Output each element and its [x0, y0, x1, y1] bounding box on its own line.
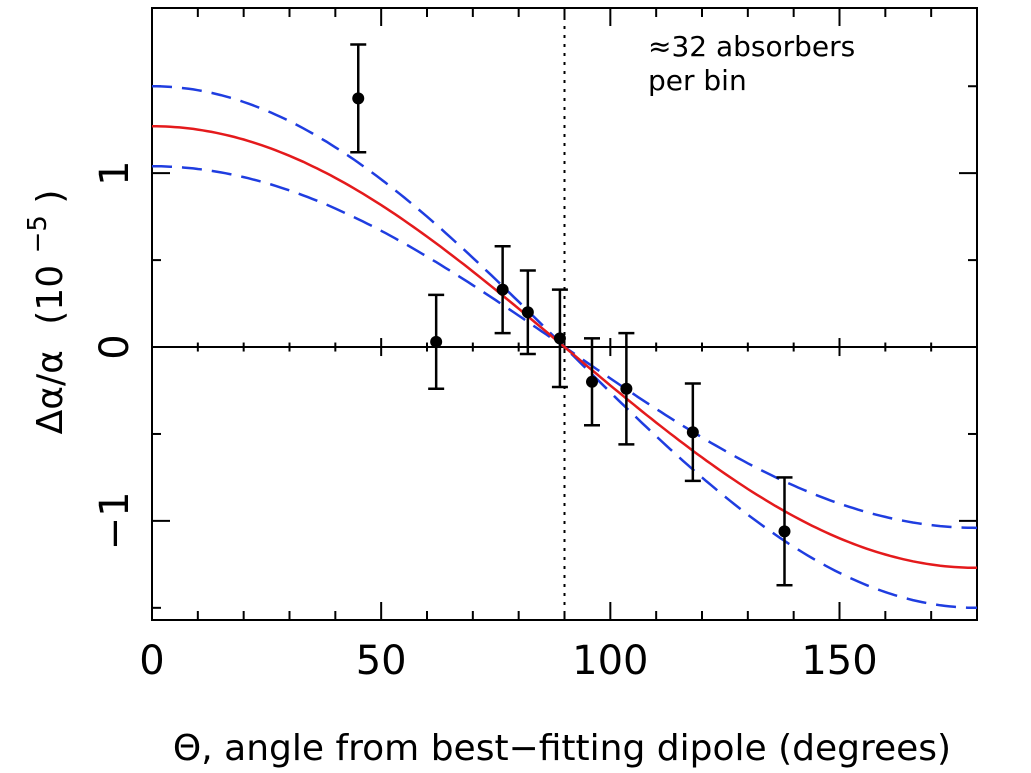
data-point — [553, 332, 566, 345]
data-point — [620, 382, 633, 395]
axes-layer: 0 50 100 150 −1 0 1 — [92, 7, 978, 684]
annotation-line-2: per bin — [648, 64, 747, 97]
x-tick-label: 0 — [139, 638, 164, 684]
data-point — [686, 426, 699, 439]
y-tick-label-group: −1 — [92, 491, 138, 550]
data-point — [352, 92, 365, 105]
data-point — [521, 306, 534, 319]
curves-layer — [151, 84, 978, 610]
y-tick-label-group: 1 — [92, 160, 138, 185]
data-point — [586, 375, 598, 388]
annotation-line-1: ≈32 absorbers — [648, 30, 855, 63]
y-axis-label-exponent: −5 — [23, 215, 53, 253]
text-layer: ≈32 absorbers per bin Θ, angle from best… — [14, 30, 951, 769]
y-tick-label: 0 — [92, 334, 138, 359]
x-tick-label: 50 — [356, 638, 407, 684]
data-point — [496, 283, 509, 296]
x-tick-label: 150 — [801, 638, 877, 684]
y-axis-label: Δα/α (10 −5 ) — [14, 190, 71, 435]
points-layer — [350, 43, 793, 587]
y-axis-label-unit: (10 — [30, 265, 71, 325]
y-axis-label-close: ) — [30, 190, 71, 204]
x-axis-label: Θ, angle from best−fitting dipole (degre… — [173, 728, 951, 769]
y-tick-label: 1 — [92, 160, 138, 185]
y-axis-label-main: Δα/α — [30, 350, 71, 434]
dipole-fit-curve — [151, 124, 977, 570]
data-point — [778, 525, 791, 538]
x-tick-label: 100 — [572, 638, 648, 684]
y-tick-label: −1 — [92, 491, 138, 550]
data-point — [430, 335, 443, 348]
upper-confidence-curve — [151, 84, 977, 610]
svg-text:Δα/α (10 −5: Δα/α (10 −5 ) — [14, 190, 71, 435]
y-tick-label-group: 0 — [92, 334, 138, 359]
